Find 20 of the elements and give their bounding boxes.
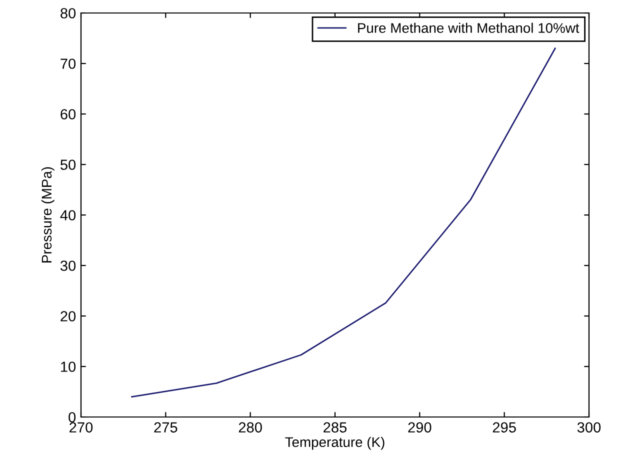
legend-label: Pure Methane with Methanol 10%wt xyxy=(358,22,580,33)
x-tick-label: 275 xyxy=(154,422,178,433)
x-axis-title: Temperature (K) xyxy=(285,436,384,450)
x-tick-label: 295 xyxy=(492,422,516,433)
y-tick-label: 80 xyxy=(60,8,76,18)
x-tick-label: 280 xyxy=(238,422,262,433)
y-tick-label: 50 xyxy=(60,160,76,170)
y-tick-label: 70 xyxy=(60,58,76,69)
line-series xyxy=(131,48,556,398)
x-tick-label: 285 xyxy=(324,422,347,433)
y-tick-label: 10 xyxy=(61,362,76,372)
y-tick-label: 0 xyxy=(68,412,76,422)
y-tick-label: 20 xyxy=(60,311,76,322)
y-tick-label: 40 xyxy=(60,210,76,220)
x-tick-label: 270 xyxy=(70,422,93,433)
x-tick-label: 290 xyxy=(408,422,432,433)
y-tick-label: 60 xyxy=(60,109,76,120)
y-tick-label: 30 xyxy=(60,260,76,271)
x-tick-label: 300 xyxy=(577,422,601,433)
y-axis-title: Pressure (MPa) xyxy=(41,167,54,262)
